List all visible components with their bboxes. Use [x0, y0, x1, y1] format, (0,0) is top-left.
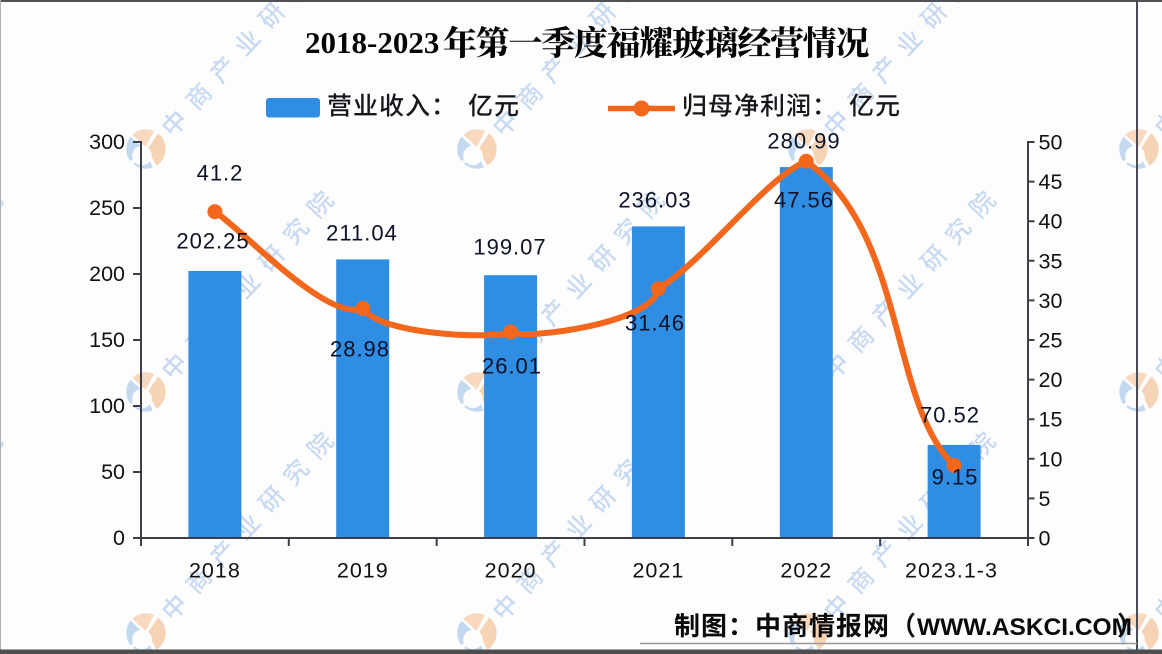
svg-text:20: 20	[1039, 368, 1063, 392]
svg-text:200: 200	[89, 262, 125, 286]
svg-text:9.15: 9.15	[932, 465, 979, 490]
svg-text:211.04: 211.04	[326, 221, 398, 246]
svg-text:50: 50	[1039, 131, 1063, 155]
svg-text:250: 250	[89, 196, 125, 220]
svg-text:2023.1-3: 2023.1-3	[905, 559, 998, 583]
svg-text:202.25: 202.25	[176, 229, 249, 254]
svg-text:70.52: 70.52	[920, 403, 980, 428]
svg-text:280.99: 280.99	[767, 129, 840, 154]
svg-text:5: 5	[1039, 487, 1051, 511]
svg-text:2021: 2021	[632, 559, 684, 583]
svg-text:25: 25	[1039, 329, 1063, 353]
svg-text:WWW.ASKCI.COM: WWW.ASKCI.COM	[917, 614, 1132, 641]
svg-text:50: 50	[101, 460, 125, 484]
svg-text:40: 40	[1039, 210, 1063, 234]
svg-text:2020: 2020	[485, 559, 537, 583]
svg-text:26.01: 26.01	[482, 354, 542, 379]
svg-text:28.98: 28.98	[330, 337, 390, 362]
svg-text:31.46: 31.46	[625, 311, 685, 336]
svg-text:2022: 2022	[780, 559, 832, 583]
svg-text:2019: 2019	[337, 559, 389, 583]
svg-text:15: 15	[1039, 408, 1063, 432]
svg-text:10: 10	[1039, 447, 1063, 471]
svg-text:300: 300	[89, 130, 125, 154]
svg-text:0: 0	[113, 526, 125, 550]
svg-text:236.03: 236.03	[618, 188, 691, 213]
svg-text:47.56: 47.56	[774, 188, 834, 213]
svg-text:2018-2023: 2018-2023	[305, 25, 439, 60]
svg-text:2018: 2018	[189, 559, 241, 583]
svg-text:41.2: 41.2	[197, 161, 244, 186]
svg-text:150: 150	[89, 328, 125, 352]
svg-text:30: 30	[1039, 289, 1063, 313]
svg-text:45: 45	[1039, 170, 1063, 194]
svg-text:0: 0	[1039, 527, 1051, 551]
svg-text:35: 35	[1039, 249, 1063, 273]
svg-text:199.07: 199.07	[473, 235, 546, 260]
svg-text:100: 100	[89, 394, 125, 418]
